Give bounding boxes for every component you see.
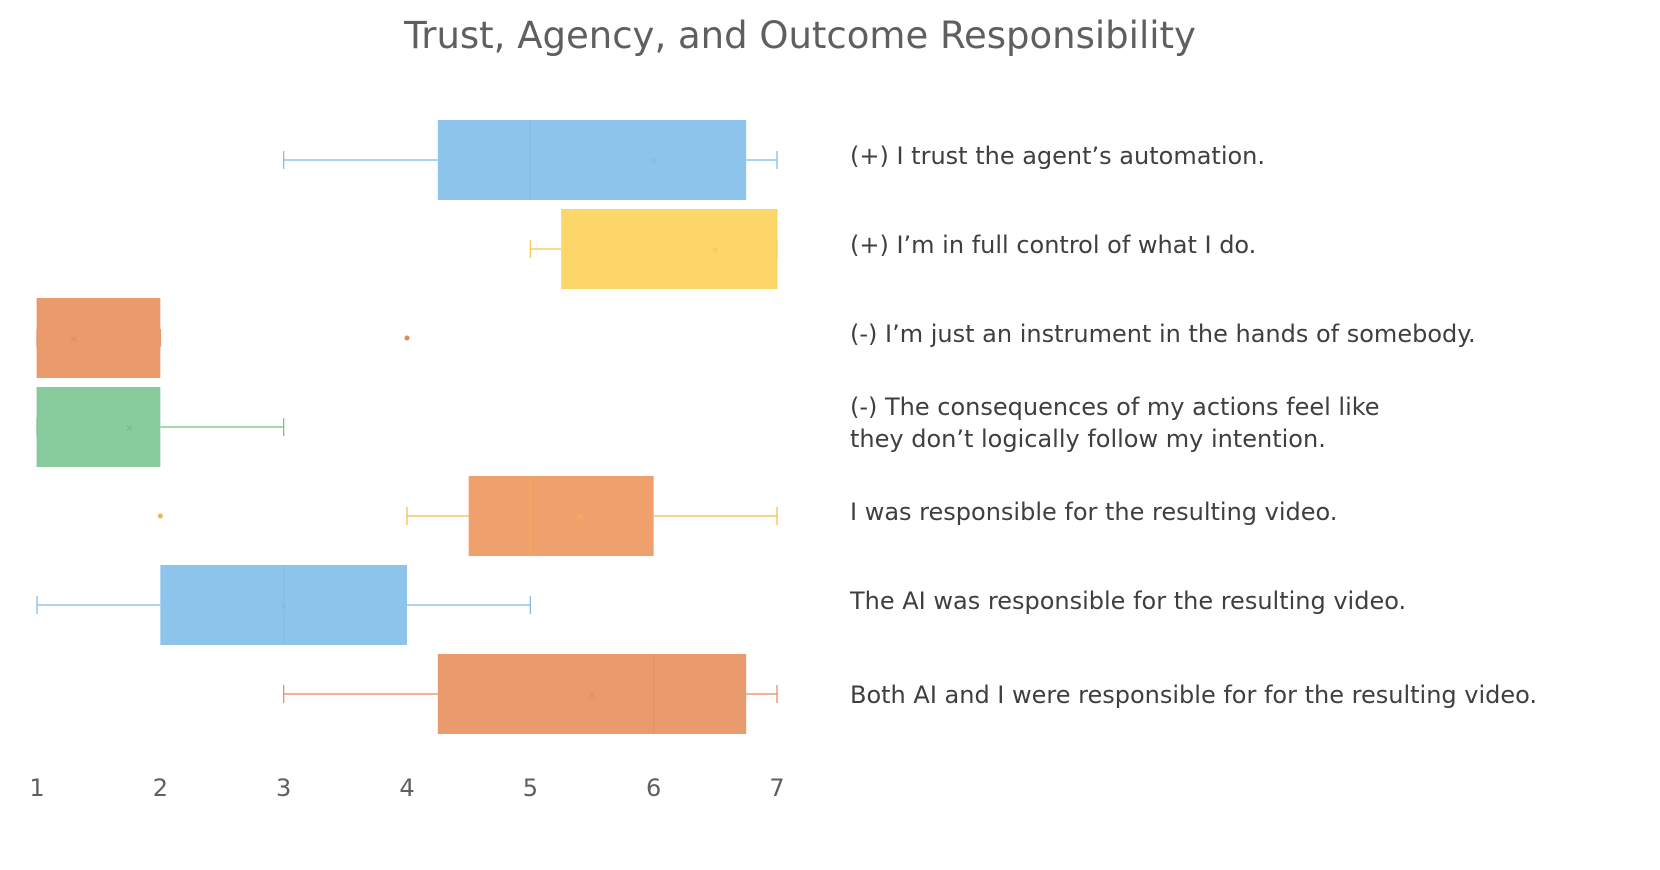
statement-label-both-responsible: Both AI and I were responsible for for t… — [850, 681, 1538, 709]
x-tick-label-1: 1 — [29, 774, 44, 802]
row-3-mean-marker: × — [70, 334, 78, 345]
x-tick-label-5: 5 — [523, 774, 538, 802]
statement-label-control: (+) I’m in full control of what I do. — [850, 231, 1257, 259]
row-3-box — [37, 298, 161, 378]
row-7-box — [437, 654, 747, 734]
x-tick-label-2: 2 — [153, 774, 168, 802]
chart-title: Trust, Agency, and Outcome Responsibilit… — [404, 14, 1196, 57]
x-tick-label-6: 6 — [646, 774, 661, 802]
row-1-mean-marker: × — [649, 156, 657, 167]
row-6-mean-marker: × — [279, 601, 287, 612]
row-5-mean-marker: × — [575, 512, 583, 523]
statement-label-self-responsible: I was responsible for the resulting vide… — [850, 498, 1338, 526]
statement-label-instrument: (-) I’m just an instrument in the hands … — [850, 320, 1476, 348]
x-tick-label-7: 7 — [769, 774, 784, 802]
statement-label-trust: (+) I trust the agent’s automation. — [850, 142, 1266, 170]
row-4-mean-marker: × — [125, 423, 133, 434]
row-7-mean-marker: × — [588, 690, 596, 701]
row-2-mean-marker: × — [711, 245, 719, 256]
x-tick-label-3: 3 — [276, 774, 291, 802]
row-3-outlier-1 — [404, 335, 410, 341]
row-1-box — [437, 120, 747, 200]
row-5-outlier-1 — [157, 513, 163, 519]
statement-label-ai-responsible: The AI was responsible for the resulting… — [850, 587, 1407, 615]
row-2-box — [561, 209, 777, 289]
row-5-box — [468, 476, 654, 556]
row-4-box — [37, 387, 161, 467]
statement-label-consequences: (-) The consequences of my actions feel … — [850, 393, 1380, 453]
x-tick-label-4: 4 — [399, 774, 414, 802]
